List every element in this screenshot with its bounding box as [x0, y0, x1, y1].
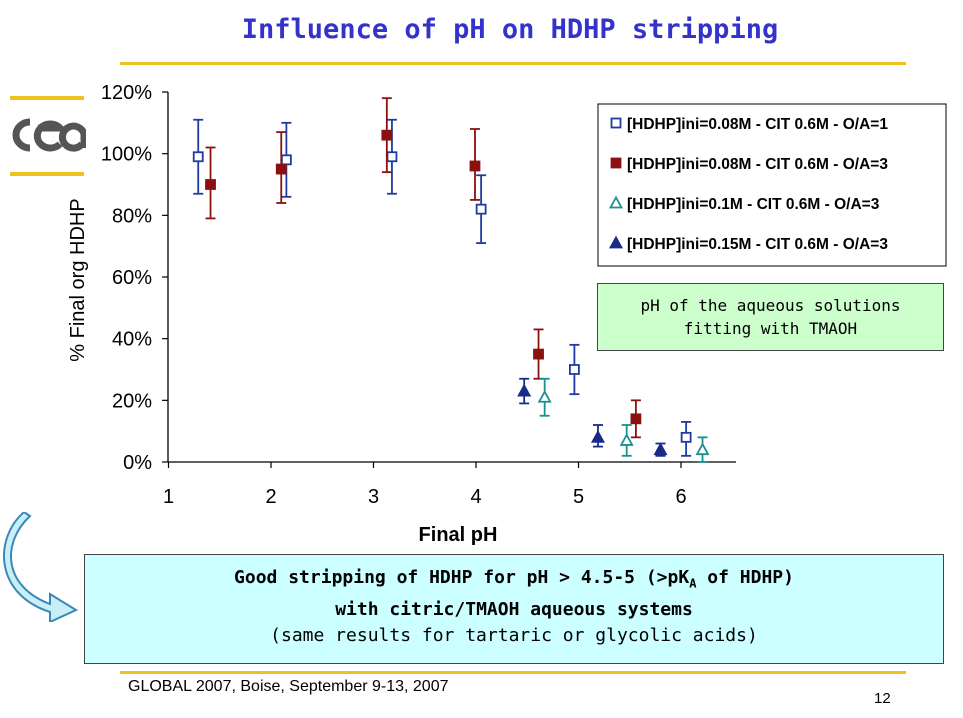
legend-marker-3: [608, 195, 624, 209]
data-point-series-3: [695, 442, 710, 456]
data-point-series-4: [590, 429, 605, 443]
data-point-series-2: [205, 179, 216, 190]
data-point-series-2: [533, 348, 544, 360]
x-tick-label: 2: [265, 486, 276, 508]
callout-line-2: fitting with TMAOH: [683, 319, 858, 338]
data-point-series-1: [280, 154, 292, 166]
data-point-series-4: [653, 442, 668, 456]
footer-divider: [120, 671, 906, 674]
summary-line-2: with citric/TMAOH aqueous systems: [335, 598, 693, 620]
footer-text: GLOBAL 2007, Boise, September 9-13, 2007: [128, 678, 449, 695]
cea-logo: [10, 96, 86, 176]
data-point-series-1: [386, 151, 398, 163]
y-tick-label: 40%: [112, 329, 152, 351]
x-tick-label: 1: [163, 486, 174, 508]
data-point-series-2: [469, 160, 481, 172]
data-point-series-3: [537, 389, 552, 403]
data-point-series-1: [192, 151, 204, 163]
data-point-series-1: [569, 364, 580, 375]
legend-marker-2: [610, 157, 622, 169]
y-tick-label: 0%: [123, 452, 152, 474]
data-point-series-1: [680, 431, 692, 443]
x-axis-label: Final pH: [419, 524, 498, 546]
data-point-series-2: [381, 129, 393, 141]
legend-box: [597, 103, 947, 267]
page-number: 12: [874, 690, 891, 707]
legend-label-4: [HDHP]ini=0.15M - CIT 0.6M - O/A=3: [627, 236, 888, 253]
curved-arrow-icon: [3, 512, 79, 622]
y-tick-label: 60%: [112, 267, 152, 289]
x-tick-label: 5: [573, 486, 584, 508]
data-point-series-1: [475, 203, 487, 215]
legend-marker-4: [608, 235, 624, 249]
y-tick-label: 80%: [112, 205, 152, 227]
title-divider: [120, 62, 906, 65]
legend-label-3: [HDHP]ini=0.1M - CIT 0.6M - O/A=3: [627, 196, 880, 213]
x-tick-label: 6: [675, 486, 686, 508]
y-tick-label: 20%: [112, 390, 152, 412]
y-axis-label: % Final org HDHP: [67, 198, 89, 361]
data-point-series-2: [275, 163, 287, 175]
y-tick-label: 100%: [101, 144, 152, 166]
legend-label-1: [HDHP]ini=0.08M - CIT 0.6M - O/A=1: [627, 116, 888, 133]
ph-callout: pH of the aqueous solutions fitting with…: [597, 283, 944, 351]
legend-label-2: [HDHP]ini=0.08M - CIT 0.6M - O/A=3: [627, 156, 888, 173]
data-point-series-3: [619, 433, 634, 446]
y-tick-label: 120%: [101, 82, 152, 104]
summary-line-1: Good stripping of HDHP for pH > 4.5-5 (>…: [234, 567, 794, 591]
callout-line-1: pH of the aqueous solutions: [640, 296, 901, 315]
x-tick-label: 3: [368, 486, 379, 508]
legend-marker-1: [610, 117, 622, 129]
summary-box: Good stripping of HDHP for pH > 4.5-5 (>…: [84, 554, 944, 664]
data-point-series-4: [517, 383, 532, 397]
x-tick-label: 4: [470, 486, 481, 508]
summary-line-3: (same results for tartaric or glycolic a…: [270, 624, 758, 646]
slide-title: Influence of pH on HDHP stripping: [241, 14, 779, 45]
data-point-series-2: [630, 413, 642, 425]
